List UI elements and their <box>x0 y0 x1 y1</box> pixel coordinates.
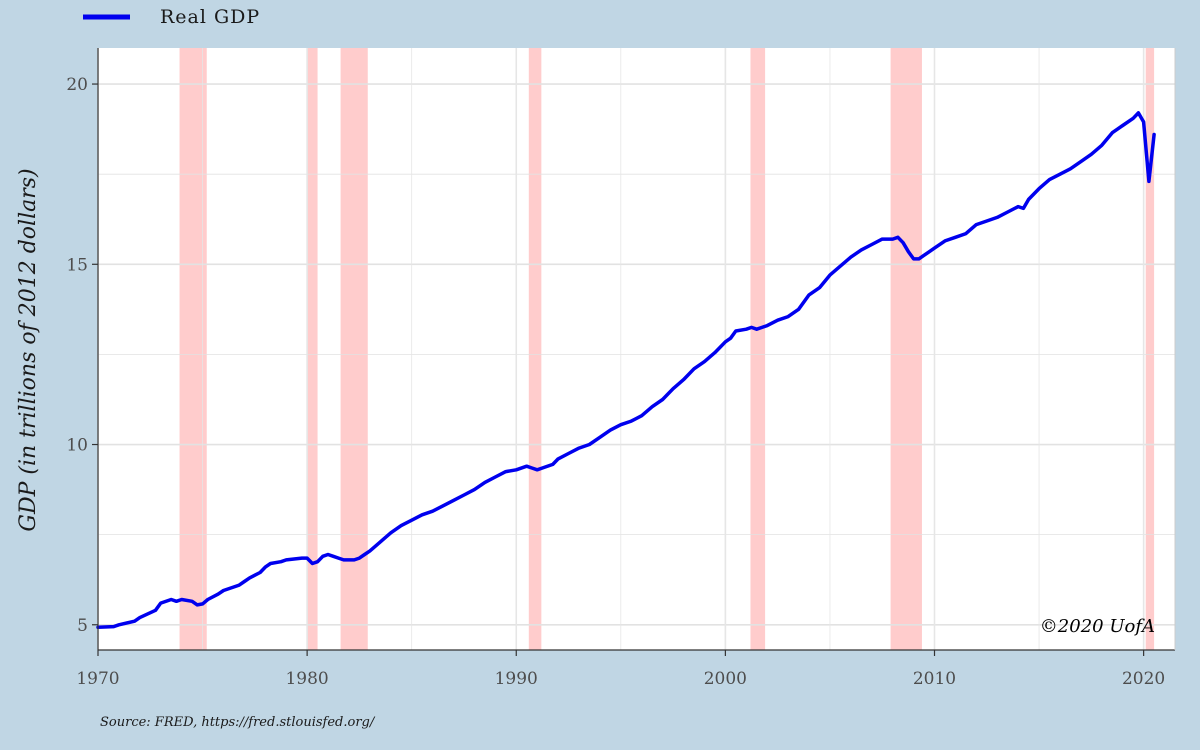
recession-band-5 <box>890 48 922 650</box>
y-tick-label: 5 <box>77 616 88 636</box>
copyright-annotation: ©2020 UofA <box>1040 616 1155 637</box>
recession-band-1 <box>307 48 318 650</box>
x-tick-label: 2010 <box>913 669 956 689</box>
x-tick-label: 1980 <box>285 669 328 689</box>
legend: Real GDP <box>83 6 260 28</box>
plot-panel <box>98 48 1175 650</box>
x-tick-label: 2020 <box>1122 669 1165 689</box>
x-tick-label: 1990 <box>495 669 538 689</box>
x-tick-label: 2000 <box>704 669 747 689</box>
recession-band-3 <box>528 48 542 650</box>
series-layer <box>96 111 1156 630</box>
legend-label-real-gdp: Real GDP <box>160 6 260 28</box>
grid-lines <box>97 48 1175 650</box>
recession-band-4 <box>750 48 766 650</box>
y-axis-title: GDP (in trillions of 2012 dollars) <box>16 168 41 531</box>
y-tick-label: 15 <box>66 255 88 275</box>
recession-band-2 <box>340 48 368 650</box>
axes: 5 10 15 20 1970 1980 1990 2000 2010 2020 <box>66 48 1176 689</box>
recession-band-6 <box>1145 48 1155 650</box>
series-line-real-gdp <box>96 111 1156 630</box>
y-tick-label: 10 <box>66 436 88 456</box>
source-note: Source: FRED, https://fred.stlouisfed.or… <box>100 715 376 730</box>
y-tick-label: 20 <box>66 75 88 95</box>
x-tick-label: 1970 <box>76 669 119 689</box>
